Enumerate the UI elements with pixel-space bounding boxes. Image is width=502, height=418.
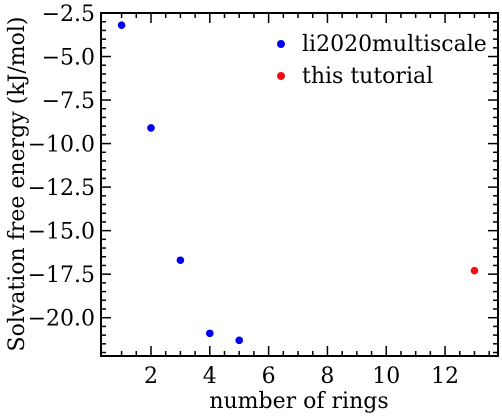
y-tick-label: −15.0 <box>28 220 95 245</box>
x-tick-label: 10 <box>372 364 400 389</box>
legend-marker-this-tutorial <box>277 72 285 80</box>
plot-frame <box>100 12 499 357</box>
axis-ticks <box>101 12 498 356</box>
y-tick-label: −17.5 <box>28 263 95 288</box>
x-tick-label: 12 <box>431 364 459 389</box>
data-point <box>206 329 214 338</box>
data-points <box>117 21 479 345</box>
legend-label-li2020multiscale: li2020multiscale <box>302 32 487 57</box>
data-point <box>235 336 244 345</box>
data-point <box>147 124 155 132</box>
x-tick-label: 6 <box>262 364 276 389</box>
data-point <box>176 256 185 265</box>
x-tick-labels: 2 4 6 8 10 12 <box>144 364 459 389</box>
y-tick-label: −2.5 <box>42 2 95 27</box>
legend: li2020multiscale this tutorial <box>277 32 487 89</box>
x-tick-label: 2 <box>144 364 158 389</box>
y-tick-label: −5.0 <box>42 46 95 71</box>
y-axis-title: Solvation free energy (kJ/mol) <box>5 17 30 352</box>
y-tick-label: −7.5 <box>42 89 95 114</box>
x-tick-label: 4 <box>203 364 217 389</box>
data-point <box>117 21 126 29</box>
y-tick-label: −10.0 <box>28 133 95 158</box>
legend-label-this-tutorial: this tutorial <box>302 64 433 89</box>
legend-marker-li2020multiscale <box>277 40 285 48</box>
y-tick-label: −20.0 <box>28 307 95 332</box>
x-axis-title: number of rings <box>209 389 388 414</box>
y-tick-label: −12.5 <box>28 176 95 201</box>
x-tick-label: 8 <box>320 364 334 389</box>
data-point <box>470 266 479 275</box>
y-tick-labels: −2.5 −5.0 −7.5 −10.0 −12.5 −15.0 −17.5 −20.0 <box>28 2 95 332</box>
